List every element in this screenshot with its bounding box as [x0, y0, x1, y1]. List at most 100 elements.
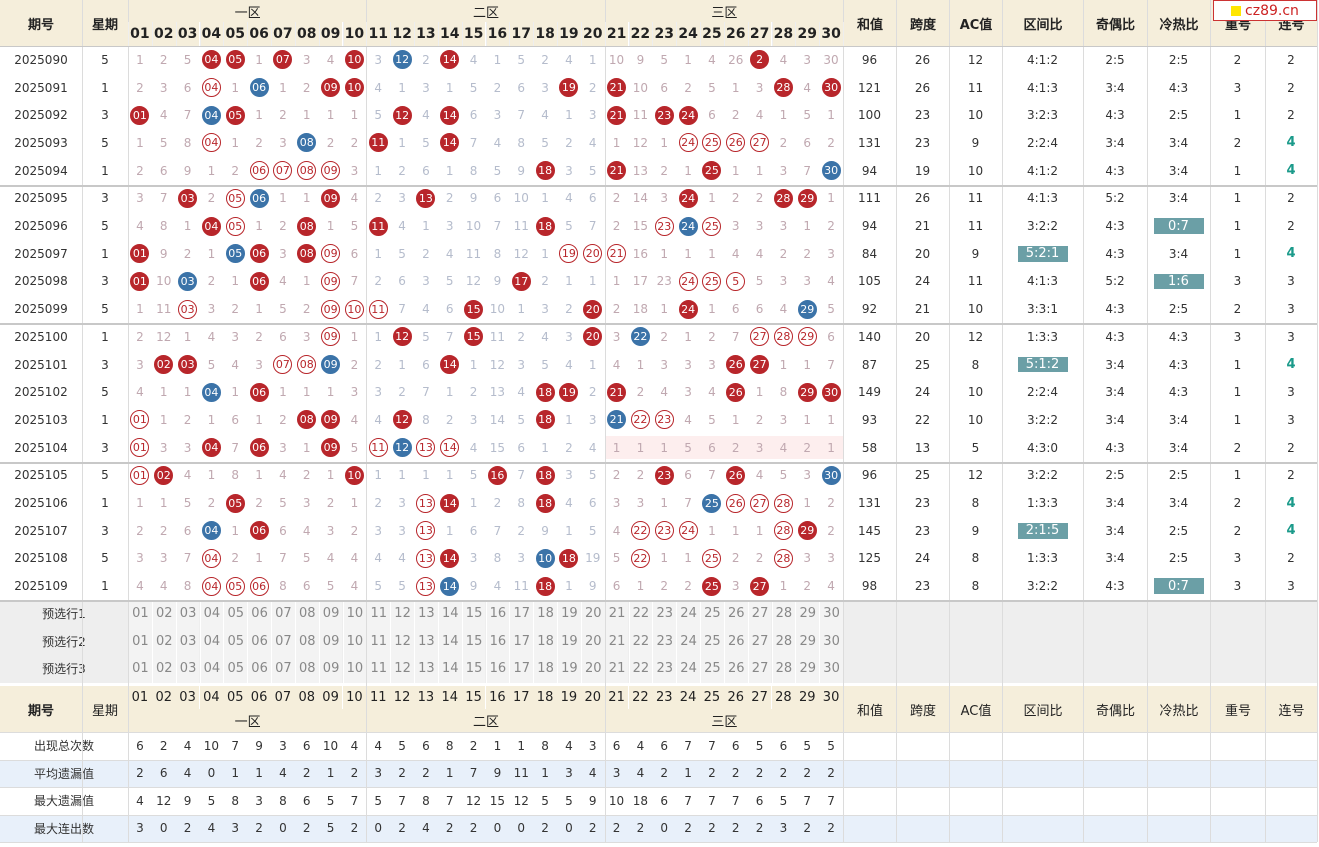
- preselect-number: 25: [700, 600, 724, 628]
- preselect-number: 19: [557, 600, 581, 628]
- omission: 6: [279, 329, 287, 344]
- ball: 22: [630, 548, 650, 568]
- ball: 27: [750, 327, 770, 347]
- ball: 03: [178, 355, 198, 375]
- group-line: [0, 600, 1317, 602]
- omission: 3: [469, 412, 478, 427]
- logo[interactable]: cz89.cn: [1213, 0, 1317, 21]
- omission: 7: [708, 468, 716, 483]
- omission: 5: [565, 219, 573, 234]
- number-header: 12: [390, 22, 414, 46]
- issue: 2025094: [14, 163, 68, 178]
- group-line: [0, 184, 1317, 187]
- omission: 2: [588, 385, 597, 400]
- number-header: 20: [580, 686, 605, 709]
- preselect-number: 26: [723, 627, 748, 655]
- preselect-number: 22: [628, 627, 653, 655]
- omission: 11: [513, 579, 529, 594]
- summary-value: 1: [255, 766, 263, 781]
- omission: 6: [493, 191, 502, 206]
- stat: 5:2: [1105, 274, 1125, 289]
- omission: 5: [660, 52, 669, 67]
- summary-value: 1: [445, 766, 454, 781]
- omission: 6: [612, 579, 621, 594]
- stat: 2:2:4: [1027, 135, 1058, 150]
- summary-value: 2: [588, 821, 597, 836]
- omission: 3: [565, 163, 573, 178]
- number-header: 28: [771, 686, 796, 709]
- omission: 8: [422, 412, 430, 427]
- omission: 4: [350, 551, 359, 566]
- weekday: 1: [101, 163, 109, 178]
- omission: 2: [279, 108, 287, 123]
- issue: 2025091: [14, 80, 68, 95]
- stat: 2: [1287, 551, 1295, 566]
- omission: 1: [207, 468, 216, 483]
- omission: 3: [350, 163, 359, 178]
- ball: 23: [654, 465, 674, 485]
- stat: 12: [967, 329, 984, 344]
- number-header: 16: [485, 22, 510, 46]
- preselect-number: 04: [199, 627, 224, 655]
- omission: 6: [660, 80, 669, 95]
- ball: 04: [201, 438, 221, 458]
- preselect-number: 14: [437, 655, 462, 683]
- omission: 6: [422, 357, 430, 372]
- stat: 4:3: [1105, 302, 1125, 317]
- stat-header: AC值: [949, 0, 1002, 46]
- ball: 24: [678, 271, 698, 291]
- stat: 2:5: [1105, 468, 1125, 483]
- omission: 10: [608, 52, 625, 67]
- stat-header: 冷热比: [1147, 686, 1210, 732]
- ball: 27: [750, 133, 770, 153]
- number-header: 14: [437, 22, 462, 46]
- preselect-number: 15: [461, 655, 486, 683]
- omission: 2: [612, 302, 621, 317]
- omission: 1: [136, 52, 144, 67]
- ball: 04: [201, 521, 221, 541]
- stat: 3:4: [1105, 357, 1125, 372]
- summary-value: 2: [422, 766, 430, 781]
- stat: 1:3:3: [1027, 551, 1058, 566]
- omission: 7: [731, 329, 740, 344]
- preselect-number: 27: [747, 627, 772, 655]
- preselect-number: 01: [128, 655, 152, 683]
- preselect-number: 14: [437, 627, 462, 655]
- omission: 8: [493, 246, 502, 261]
- omission: 7: [183, 108, 192, 123]
- stat-header: AC值: [949, 686, 1002, 732]
- omission: 10: [156, 274, 172, 289]
- ball: 01: [130, 271, 150, 291]
- omission: 2: [541, 52, 549, 67]
- stat: 22: [914, 412, 931, 427]
- ball: 21: [607, 105, 627, 125]
- number-header: 30: [819, 22, 843, 46]
- omission: 1: [612, 440, 621, 455]
- stat: 19: [914, 163, 931, 178]
- ball: 09: [321, 327, 341, 347]
- omission: 3: [803, 468, 812, 483]
- omission: 1: [636, 579, 645, 594]
- stat-header: 跨度: [896, 686, 949, 732]
- preselect-number: 21: [604, 655, 629, 683]
- omission: 1: [684, 163, 692, 178]
- stat: 4: [1286, 357, 1296, 373]
- omission: 2: [350, 357, 359, 372]
- stat: 3: [1287, 302, 1295, 317]
- omission: 1: [326, 108, 335, 123]
- ball: 25: [702, 271, 722, 291]
- row-line: [0, 842, 1317, 843]
- zone-header: 三区: [604, 0, 843, 22]
- ball: 26: [726, 355, 746, 375]
- ball: 18: [535, 161, 555, 181]
- cell-line: [723, 22, 725, 46]
- omission: 4: [708, 385, 716, 400]
- stat: 1: [1233, 412, 1242, 427]
- omission: 2: [302, 80, 311, 95]
- omission: 3: [755, 80, 764, 95]
- preselect-number: 26: [723, 655, 748, 683]
- preselect-number: 12: [390, 655, 414, 683]
- stat: 2: [1287, 219, 1295, 234]
- ball: 17: [511, 271, 531, 291]
- omission: 2: [803, 579, 812, 594]
